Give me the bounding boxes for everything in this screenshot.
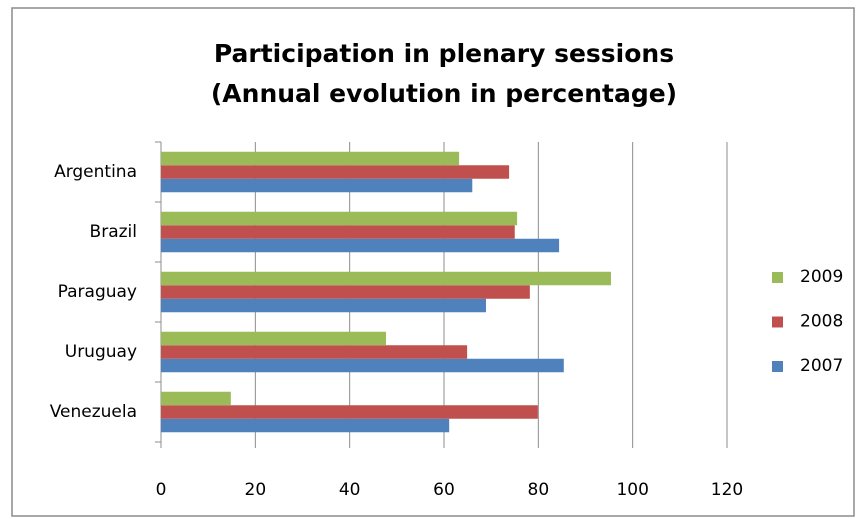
chart-subtitle: (Annual evolution in percentage): [211, 79, 677, 108]
bar: [161, 225, 515, 239]
bar: [161, 331, 386, 346]
bar: [161, 165, 510, 179]
x-tick-label: 0: [156, 480, 167, 500]
bar: [161, 271, 611, 286]
legend-label: 2008: [800, 312, 843, 332]
legend-swatch: [772, 316, 783, 328]
bar: [161, 358, 564, 373]
y-tick-label: Uruguay: [65, 342, 137, 362]
bar: [161, 405, 538, 419]
x-tick-label: 40: [339, 480, 361, 500]
x-tick-label: 120: [711, 480, 743, 500]
bar: [161, 391, 231, 406]
legend-swatch: [772, 272, 783, 283]
y-tick-label: Paraguay: [58, 282, 137, 302]
legend-label: 2009: [800, 267, 843, 287]
y-tick-label: Argentina: [54, 162, 137, 182]
legend-label: 2007: [800, 356, 843, 376]
bar: [161, 178, 473, 193]
y-tick-label: Brazil: [90, 222, 137, 242]
bar: [161, 238, 560, 253]
bar: [161, 151, 460, 166]
bar: [161, 298, 486, 313]
x-tick-label: 80: [528, 480, 550, 500]
y-tick-label: Venezuela: [50, 402, 137, 422]
x-tick-label: 20: [245, 480, 267, 500]
bar: [161, 285, 530, 299]
x-tick-label: 60: [433, 480, 455, 500]
legend-swatch: [772, 361, 783, 372]
chart-title: Participation in plenary sessions: [214, 39, 674, 68]
bar: [161, 418, 450, 433]
bar: [161, 211, 518, 226]
bar: [161, 345, 468, 359]
x-tick-label: 100: [616, 480, 648, 500]
